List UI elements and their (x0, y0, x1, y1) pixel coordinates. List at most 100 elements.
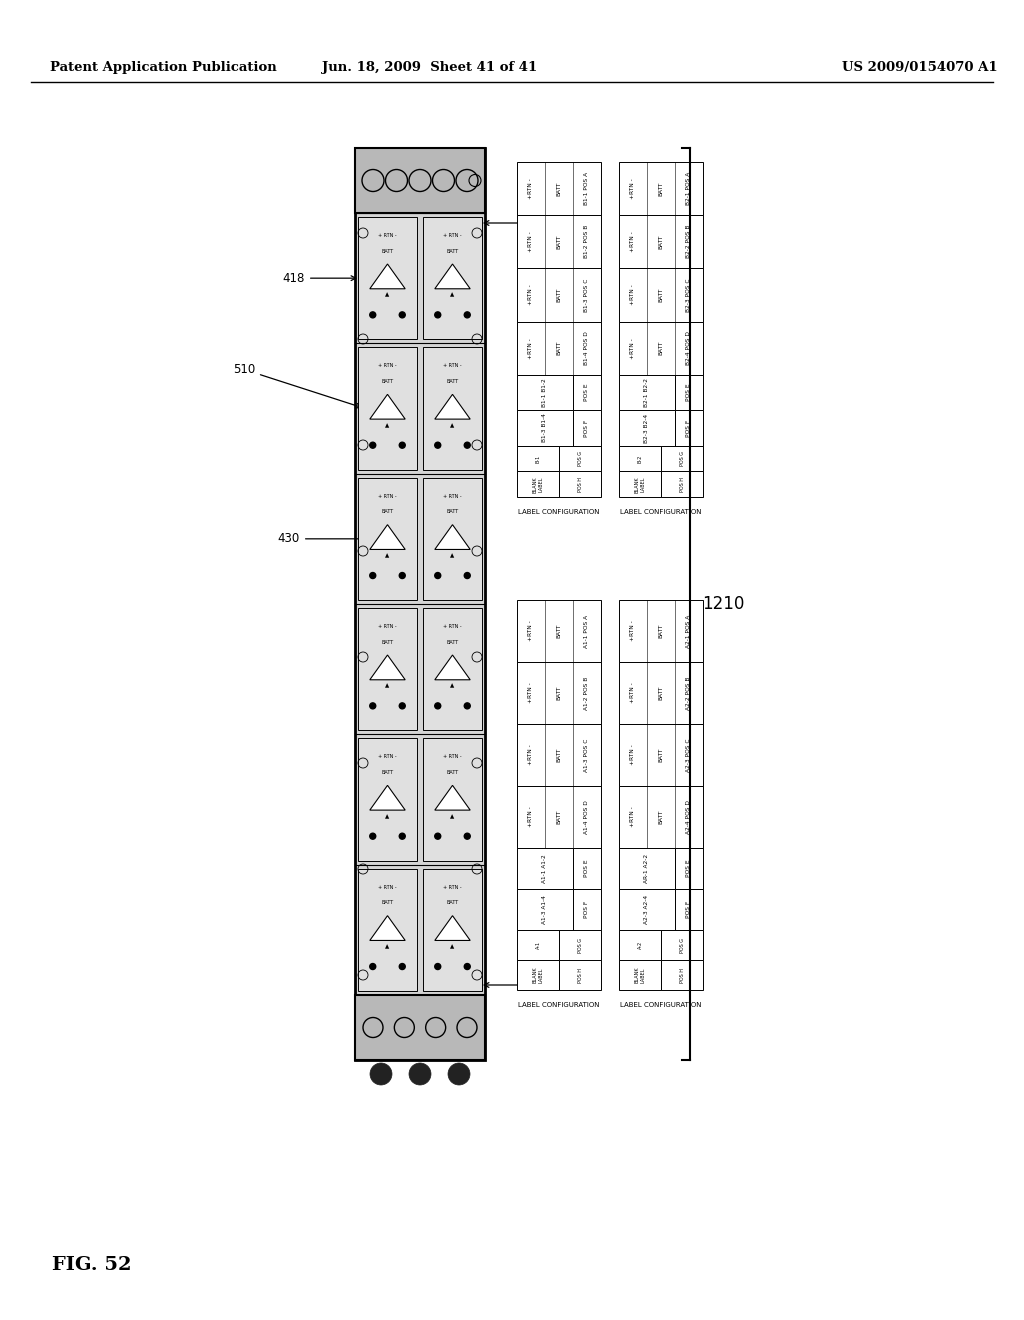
Bar (573, 847, 601, 890)
Bar (517, 960, 559, 990)
Text: + RTN -: + RTN - (443, 363, 462, 368)
Text: B-2: B-2 (638, 454, 642, 463)
Bar (358, 738, 417, 861)
Text: +RTN -: +RTN - (631, 744, 636, 766)
Text: LABEL CONFIGURATION: LABEL CONFIGURATION (518, 1002, 600, 1008)
Text: ▲: ▲ (385, 553, 389, 558)
Text: + RTN -: + RTN - (443, 494, 462, 499)
Text: POS E: POS E (686, 859, 691, 878)
Circle shape (464, 702, 470, 709)
Text: + RTN -: + RTN - (378, 754, 397, 759)
Bar (618, 375, 675, 411)
Text: +RTN -: +RTN - (631, 231, 636, 252)
Text: + RTN -: + RTN - (443, 624, 462, 628)
Polygon shape (435, 395, 470, 420)
Bar (423, 478, 482, 601)
Text: BLANK
LABEL: BLANK LABEL (532, 966, 544, 983)
Text: BATT: BATT (381, 640, 393, 644)
Text: + RTN -: + RTN - (378, 363, 397, 368)
Bar (573, 375, 601, 411)
Bar (358, 478, 417, 601)
Text: FIG. 52: FIG. 52 (52, 1257, 131, 1274)
Text: BATT: BATT (556, 288, 561, 302)
Text: BATT: BATT (446, 248, 459, 253)
Bar (355, 148, 485, 213)
Text: B1-4 POS D: B1-4 POS D (585, 331, 590, 366)
Circle shape (370, 312, 376, 318)
Bar (618, 723, 703, 785)
Bar (559, 931, 601, 960)
Text: +RTN -: +RTN - (631, 178, 636, 199)
Text: A2-1 POS A: A2-1 POS A (686, 614, 691, 648)
Text: A1-3 A1-4: A1-3 A1-4 (543, 895, 548, 924)
Circle shape (399, 702, 406, 709)
Text: BATT: BATT (658, 809, 664, 824)
Text: BLANK
LABEL: BLANK LABEL (635, 966, 645, 983)
Text: +RTN -: +RTN - (631, 807, 636, 828)
Text: + RTN -: + RTN - (378, 624, 397, 628)
Text: B1-3 POS C: B1-3 POS C (585, 279, 590, 312)
Text: 430: 430 (278, 532, 402, 545)
Bar (618, 931, 662, 960)
Text: A-2: A-2 (638, 941, 642, 949)
Polygon shape (370, 395, 406, 420)
Bar (517, 215, 601, 268)
Text: POS H: POS H (578, 968, 583, 982)
Bar (517, 471, 559, 498)
Bar (517, 723, 601, 785)
Text: BATT: BATT (658, 341, 664, 355)
Text: BATT: BATT (446, 900, 459, 906)
Bar (517, 890, 573, 931)
Circle shape (464, 964, 470, 969)
Text: POS G: POS G (578, 937, 583, 953)
Text: +RTN -: +RTN - (631, 338, 636, 359)
Bar (618, 411, 675, 446)
Bar (618, 268, 703, 322)
Circle shape (464, 833, 470, 840)
Text: ▲: ▲ (385, 684, 389, 689)
Text: ▲: ▲ (385, 293, 389, 297)
Bar (517, 162, 601, 215)
Text: ▲: ▲ (385, 814, 389, 818)
Text: POS F: POS F (686, 902, 691, 919)
Text: +RTN -: +RTN - (528, 231, 534, 252)
Text: B2-3 B2-4: B2-3 B2-4 (644, 413, 649, 442)
Text: BATT: BATT (658, 235, 664, 249)
Text: POS E: POS E (585, 859, 590, 878)
Circle shape (370, 1063, 392, 1085)
Text: A2-4 POS D: A2-4 POS D (686, 800, 691, 834)
Bar (675, 411, 703, 446)
Text: POS G: POS G (680, 937, 684, 953)
Circle shape (399, 833, 406, 840)
Text: A1-2 POS B: A1-2 POS B (585, 676, 590, 710)
Bar (517, 785, 601, 847)
Bar (423, 738, 482, 861)
Polygon shape (435, 785, 470, 810)
Text: POS G: POS G (680, 451, 684, 466)
Text: B1-1 POS A: B1-1 POS A (585, 172, 590, 205)
Text: +RTN -: +RTN - (631, 620, 636, 642)
Bar (517, 411, 573, 446)
Text: BATT: BATT (658, 747, 664, 762)
Bar (675, 890, 703, 931)
Text: ▲: ▲ (451, 422, 455, 428)
Polygon shape (370, 524, 406, 549)
Text: ▲: ▲ (451, 293, 455, 297)
Text: 418: 418 (484, 978, 548, 991)
Text: POS G: POS G (578, 451, 583, 466)
Text: B1-3 B1-4: B1-3 B1-4 (543, 413, 548, 442)
Circle shape (399, 964, 406, 969)
Text: BATT: BATT (556, 181, 561, 195)
Bar (517, 847, 573, 890)
Polygon shape (370, 916, 406, 940)
Bar (358, 869, 417, 991)
Text: A2-3 POS C: A2-3 POS C (686, 738, 691, 772)
Text: +RTN -: +RTN - (528, 807, 534, 828)
Text: +RTN -: +RTN - (631, 682, 636, 704)
Polygon shape (435, 524, 470, 549)
Text: A2-3 A2-4: A2-3 A2-4 (644, 895, 649, 924)
Text: A1-3 POS C: A1-3 POS C (585, 738, 590, 772)
Text: + RTN -: + RTN - (378, 232, 397, 238)
Text: BLANK
LABEL: BLANK LABEL (532, 477, 544, 492)
Text: POS E: POS E (585, 384, 590, 401)
